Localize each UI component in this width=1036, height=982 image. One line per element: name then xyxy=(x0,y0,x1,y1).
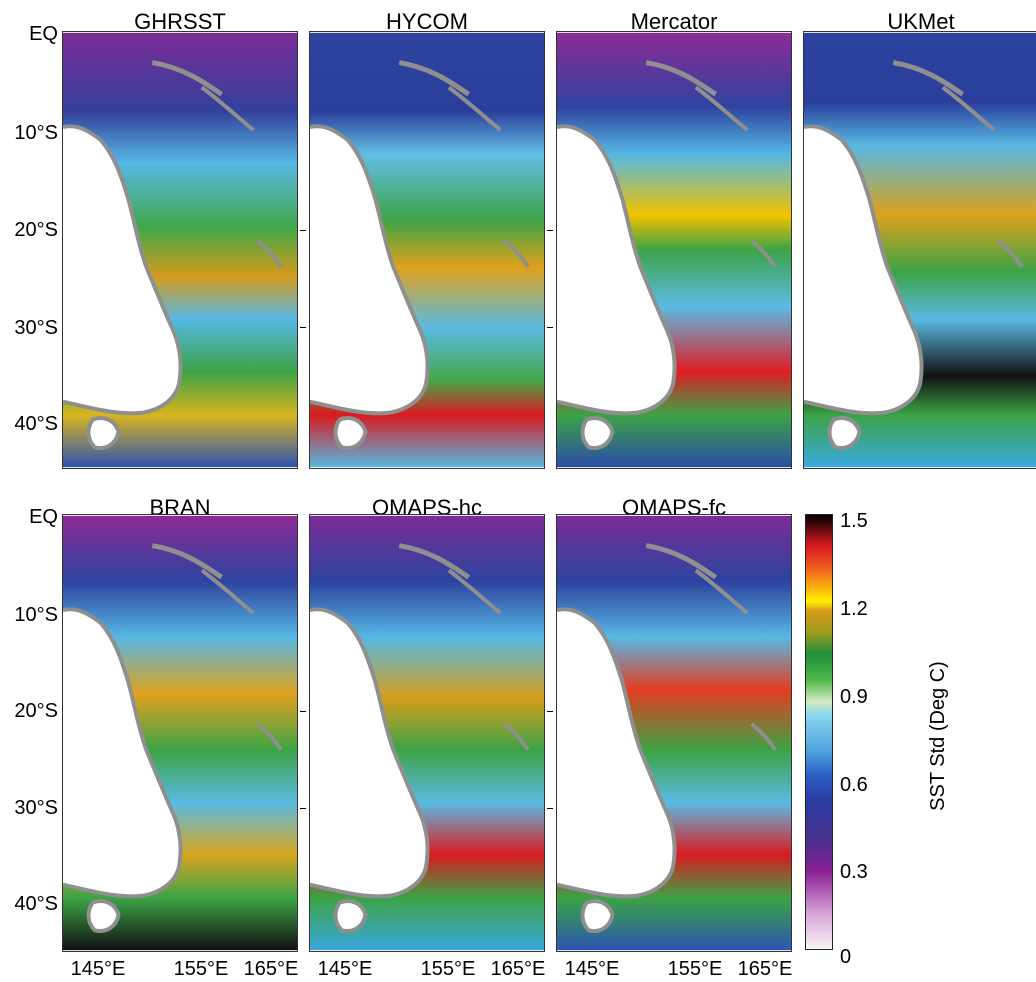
lat-tick-top-20s-2 xyxy=(547,230,553,231)
map-omaps-hc xyxy=(310,515,544,951)
lon-label-155e-panel2: 155°E xyxy=(420,958,476,980)
sst-std-colorbar xyxy=(805,514,833,950)
map-panel-ghrsst xyxy=(62,31,298,469)
lon-label-165e-panel1: 165°E xyxy=(243,958,299,980)
lat-label-30s-top: 30°S xyxy=(14,317,58,339)
lat-label-20s-bottom: 20°S xyxy=(14,700,58,722)
tasmania-land xyxy=(580,416,615,450)
panel-title-bran: BRAN xyxy=(149,495,211,520)
australia-land xyxy=(557,609,675,897)
lat-tick-top-30s xyxy=(300,327,306,328)
lon-label-165e-panel3: 165°E xyxy=(737,958,793,980)
australia-coast xyxy=(63,607,183,899)
lon-label-155e-panel1: 155°E xyxy=(173,958,229,980)
tasmania-land xyxy=(86,416,121,450)
colorbar-tick-0-9: 0.9 xyxy=(840,686,868,708)
map-panel-omaps-hc xyxy=(309,514,545,952)
map-panel-ukmet xyxy=(803,31,1036,469)
lon-label-145e-panel1: 145°E xyxy=(70,958,126,980)
australia-coast xyxy=(804,124,924,416)
australia-coast xyxy=(310,124,430,416)
map-panel-mercator xyxy=(556,31,792,469)
map-hycom xyxy=(310,32,544,468)
lat-label-20s-top: 20°S xyxy=(14,219,58,241)
colorbar-title: SST Std (Deg C) xyxy=(927,661,949,811)
colorbar-tick-1-2: 1.2 xyxy=(840,598,868,620)
australia-coast xyxy=(557,124,677,416)
australia-coast xyxy=(63,124,183,416)
lat-label-10s-top: 10°S xyxy=(14,122,58,144)
tasmania-land xyxy=(333,899,368,933)
colorbar-tick-0: 0 xyxy=(840,946,852,968)
panel-title-mercator: Mercator xyxy=(630,9,718,34)
tasmania-land xyxy=(580,899,615,933)
panel-title-ghrsst: GHRSST xyxy=(134,9,226,34)
map-omaps-fc xyxy=(557,515,791,951)
lon-label-155e-panel3: 155°E xyxy=(667,958,723,980)
lon-label-145e-panel3: 145°E xyxy=(564,958,620,980)
tasmania-land xyxy=(827,416,862,450)
map-panel-bran xyxy=(62,514,298,952)
lon-label-165e-panel2: 165°E xyxy=(490,958,546,980)
colorbar-tick-1-5: 1.5 xyxy=(840,510,868,532)
colorbar-tick-0-3: 0.3 xyxy=(840,861,868,883)
lat-tick-bottom-30s-2 xyxy=(547,808,553,809)
tasmania-land xyxy=(333,416,368,450)
lat-label-eq-bottom: EQ xyxy=(29,506,58,528)
australia-land xyxy=(557,126,675,414)
tasmania-land xyxy=(86,899,121,933)
lat-tick-bottom-20s xyxy=(300,711,306,712)
australia-coast xyxy=(557,607,677,899)
map-panel-hycom xyxy=(309,31,545,469)
panel-title-hycom: HYCOM xyxy=(386,9,468,34)
australia-land xyxy=(804,126,922,414)
lat-label-40s-top: 40°S xyxy=(14,413,58,435)
lat-tick-bottom-20s-2 xyxy=(547,711,553,712)
lon-label-145e-panel2: 145°E xyxy=(317,958,373,980)
australia-land xyxy=(63,609,181,897)
panel-title-omaps-fc: OMAPS-fc xyxy=(622,495,726,520)
lat-label-30s-bottom: 30°S xyxy=(14,797,58,819)
lat-label-eq-top: EQ xyxy=(29,23,58,45)
panel-title-omaps-hc: OMAPS-hc xyxy=(371,495,483,520)
australia-land xyxy=(310,609,428,897)
lat-tick-top-30s-2 xyxy=(547,327,553,328)
australia-land xyxy=(63,126,181,414)
lat-label-10s-bottom: 10°S xyxy=(14,604,58,626)
lat-tick-top-20s xyxy=(300,230,306,231)
lat-tick-bottom-30s xyxy=(300,808,306,809)
panel-title-ukmet: UKMet xyxy=(887,9,955,34)
australia-land xyxy=(310,126,428,414)
map-ghrsst xyxy=(63,32,297,468)
map-panel-omaps-fc xyxy=(556,514,792,952)
map-bran xyxy=(63,515,297,951)
colorbar-tick-0-6: 0.6 xyxy=(840,774,868,796)
map-ukmet xyxy=(804,32,1036,468)
australia-coast xyxy=(310,607,430,899)
lat-label-40s-bottom: 40°S xyxy=(14,893,58,915)
map-mercator xyxy=(557,32,791,468)
